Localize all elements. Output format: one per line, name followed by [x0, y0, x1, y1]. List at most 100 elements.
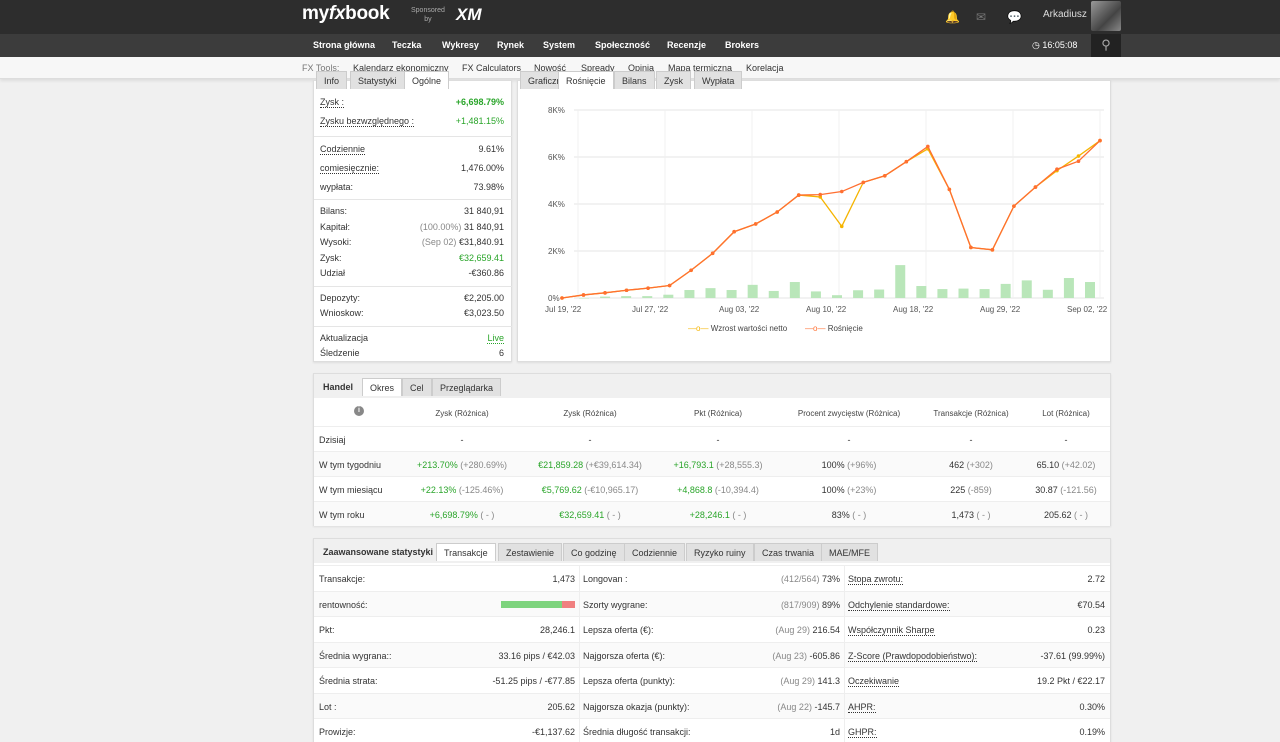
- stats-label[interactable]: Stopa zwrotu:: [848, 574, 904, 585]
- stats-cell: Szorty wygrane: (817/909) 89%: [583, 600, 840, 612]
- chat-icon[interactable]: 💬: [1007, 10, 1022, 24]
- stats-row: Lot : 205.62 Najgorsza okazja (punkty): (Au…: [314, 692, 1110, 719]
- profit-bar: [1085, 282, 1095, 298]
- col-header-gain-pct: Zysk (Różnica): [435, 409, 489, 418]
- legend-equity[interactable]: —o— Wzrost wartości netto: [688, 324, 788, 333]
- profit-bar: [1021, 280, 1032, 298]
- tab-statistics[interactable]: Statystyki: [350, 71, 405, 89]
- tab-risk-of-ruin[interactable]: Ryzyko ruiny: [686, 543, 754, 561]
- stats-value: 33.16 pips / €42.03: [498, 650, 575, 661]
- stats-label[interactable]: Odchylenie standardowe:: [848, 599, 950, 611]
- cell-value: -: [460, 435, 464, 445]
- username[interactable]: Arkadiusz: [1043, 9, 1087, 20]
- stats-cell: Lepsza oferta (punkty): (Aug 29) 141.3: [583, 676, 840, 688]
- tab-summary[interactable]: Zestawienie: [498, 543, 563, 561]
- cell-value: 100%: [821, 460, 845, 470]
- subnav-sentiment[interactable]: Opinia: [628, 63, 655, 73]
- growth-point: [947, 187, 952, 192]
- balance-row: Bilans: 31 840,91: [320, 206, 504, 216]
- tab-mae-mfe[interactable]: MAE/MFE: [821, 543, 879, 561]
- nav-market[interactable]: Rynek: [497, 40, 525, 50]
- row-label: Dzisiaj: [319, 435, 346, 445]
- col-header-lots: Lot (Różnica): [1042, 409, 1090, 418]
- tab-drawdown[interactable]: Wypłata: [694, 71, 743, 89]
- tab-profit[interactable]: Zysk: [656, 71, 691, 89]
- column-divider: [844, 617, 845, 642]
- tab-growth[interactable]: Rośnięcie: [558, 71, 614, 89]
- growth-point: [710, 251, 715, 256]
- growth-point: [1098, 138, 1102, 143]
- x-tick-label: Aug 18, '22: [893, 305, 934, 314]
- stats-cell: Lepsza oferta (€): (Aug 29) 216.54: [583, 625, 840, 637]
- bell-icon[interactable]: 🔔: [945, 10, 960, 24]
- tab-browser[interactable]: Przeglądarka: [432, 378, 502, 396]
- cell-diff: ( - ): [606, 510, 621, 520]
- equity-row: Kapitał: (100.00%) 31 840,91: [320, 222, 504, 232]
- tab-general[interactable]: Ogólne: [404, 71, 450, 89]
- nav-reviews[interactable]: Recenzje: [667, 40, 707, 50]
- nav-system[interactable]: System: [543, 40, 576, 50]
- stats-cell: Longovan : (412/564) 73%: [583, 574, 840, 586]
- search-icon[interactable]: ⚲: [1091, 34, 1121, 57]
- stats-label[interactable]: Współczynnik Sharpe: [848, 625, 935, 636]
- nav-home[interactable]: Strona główna: [313, 40, 376, 50]
- info-icon[interactable]: i: [354, 406, 364, 416]
- growth-point: [689, 268, 693, 273]
- cell-diff: (+280.69%): [460, 460, 508, 470]
- growth-point: [646, 286, 650, 290]
- table-cell: 462 (+302): [911, 460, 1031, 470]
- profit-bar: [768, 290, 779, 298]
- stats-prefix: (Aug 23): [772, 650, 807, 661]
- profit-bar: [979, 289, 990, 298]
- subnav-calculators[interactable]: FX Calculators: [462, 63, 522, 73]
- tab-info[interactable]: Info: [316, 71, 348, 89]
- tab-trading[interactable]: Handel: [316, 378, 361, 396]
- cell-diff: (-€10,965.17): [584, 485, 639, 495]
- col-header-pips: Pkt (Różnica): [693, 409, 742, 418]
- tab-duration[interactable]: Czas trwania: [754, 543, 823, 561]
- table-cell: -: [1006, 435, 1126, 445]
- tab-transactions[interactable]: Transakcje: [436, 543, 496, 561]
- avatar[interactable]: [1091, 1, 1121, 31]
- xm-logo[interactable]: XM: [456, 5, 482, 24]
- legend-growth[interactable]: —o— Rośnięcie: [805, 324, 863, 333]
- stats-number: 89%: [821, 599, 840, 610]
- nav-brokers[interactable]: Brokers: [725, 40, 760, 50]
- subnav-calendar[interactable]: Kalendarz ekonomiczny: [353, 63, 449, 73]
- equity-line: [561, 140, 1101, 299]
- stats-cell: rentowność:: [319, 600, 575, 612]
- nav-community[interactable]: Społeczność: [595, 40, 651, 50]
- subnav-correlation[interactable]: Korelacja: [746, 63, 784, 73]
- growth-chart[interactable]: 0% 2K% 4K% 6K% 8K% Jul 19, '22 Jul 27, '22 Aug …: [518, 91, 1112, 331]
- stats-label[interactable]: AHPR:: [848, 701, 876, 713]
- myfxbook-logo[interactable]: myfxbook: [302, 3, 390, 24]
- tab-balance[interactable]: Bilans: [614, 71, 655, 89]
- cell-value: 205.62: [1043, 510, 1072, 520]
- nav-charts[interactable]: Wykresy: [442, 40, 479, 50]
- stats-prefix: (817/909): [780, 599, 820, 610]
- mail-icon[interactable]: ✉: [976, 10, 987, 24]
- nav-portfolio[interactable]: Teczka: [392, 40, 422, 50]
- subnav-news[interactable]: Nowość: [534, 63, 567, 73]
- stats-cell: Średnia wygrana:: 33.16 pips / €42.03: [319, 651, 575, 663]
- table-cell: 100% (+96%): [789, 460, 909, 470]
- stats-label[interactable]: GHPR:: [848, 727, 877, 738]
- stats-row: Pkt: 28,246.1 Lepsza oferta (€): (Aug 29) 2…: [314, 616, 1110, 642]
- profit-row: Zysk: €32,659.41: [320, 253, 504, 263]
- tab-hourly[interactable]: Co godzinę: [563, 543, 625, 561]
- subnav-spreads[interactable]: Spready: [581, 63, 615, 73]
- tab-goal[interactable]: Cel: [402, 378, 432, 396]
- subnav-heatmap[interactable]: Mapa termiczna: [668, 63, 733, 73]
- cell-value: €32,659.41: [559, 510, 605, 520]
- legend-growth-marker: —o—: [805, 324, 826, 333]
- tab-period[interactable]: Okres: [362, 378, 403, 396]
- stats-label: Lepsza oferta (punkty):: [583, 676, 676, 686]
- stats-value: (817/909) 89%: [781, 600, 840, 610]
- equity-point: [839, 224, 844, 229]
- stats-label[interactable]: Z-Score (Prawdopodobieństwo):: [848, 650, 978, 662]
- clock: ◷ 16:05:08: [1032, 40, 1078, 50]
- growth-point: [667, 283, 672, 288]
- stats-label[interactable]: Oczekiwanie: [848, 676, 900, 687]
- tab-daily[interactable]: Codziennie: [624, 543, 686, 561]
- live-link[interactable]: Live: [487, 333, 504, 344]
